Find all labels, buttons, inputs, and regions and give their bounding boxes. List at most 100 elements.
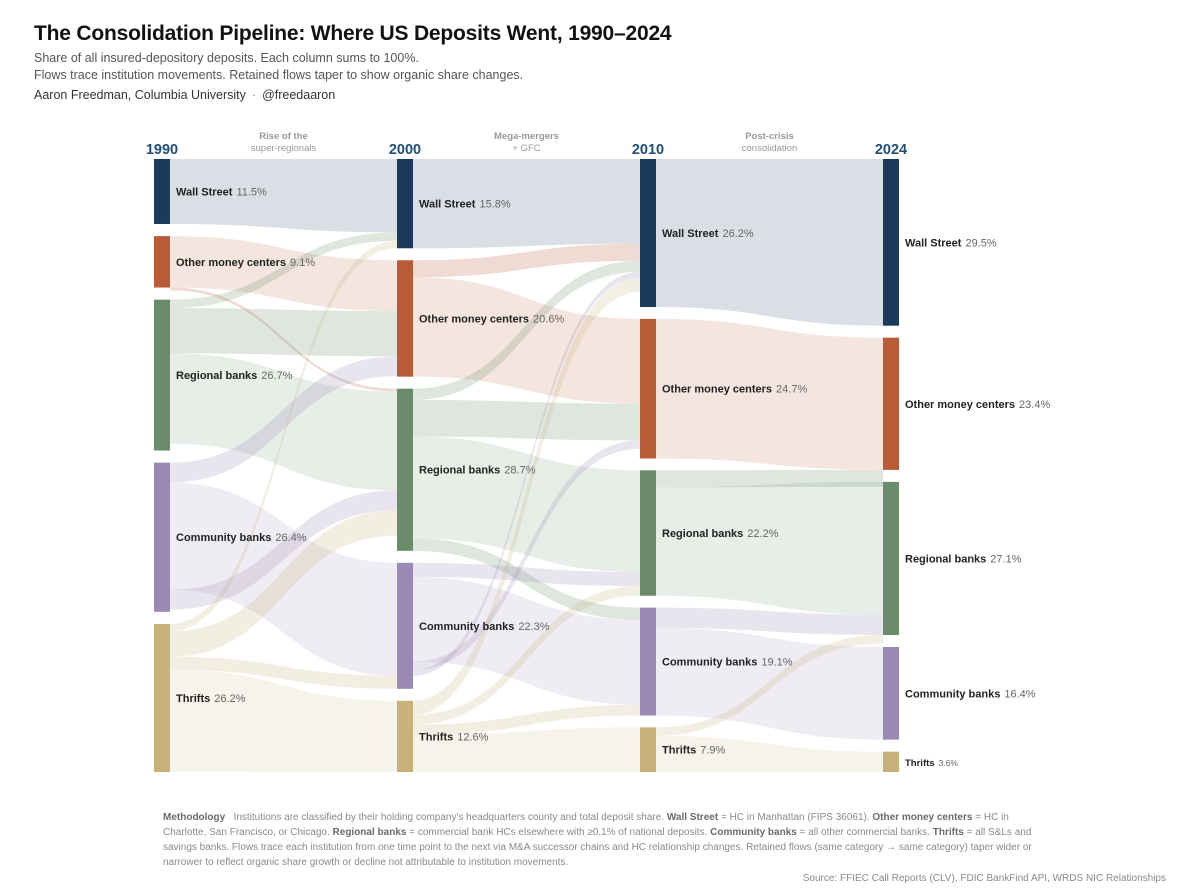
node-label-2024-regional-banks: Regional banks 27.1% [905, 553, 1022, 565]
node-label-value: 24.7% [776, 384, 807, 396]
flow-2000-2010-other-money-centers-to-other-money-centers [413, 277, 640, 404]
thrifts-term: Thrifts [932, 827, 964, 838]
node-label-value: 9.1% [290, 257, 315, 269]
node-label-value: 26.7% [261, 370, 292, 382]
flow-2010-2024-other-money-centers-to-other-money-centers [656, 318, 883, 470]
node-label-value: 7.9% [700, 745, 725, 757]
period-label-1-line-1: Rise of the [259, 131, 308, 142]
community-banks-definition: = all other commercial banks. [799, 827, 930, 838]
flow-1990-2000-regional-banks-to-regional-banks [170, 353, 397, 491]
node-label-1990-other-money-centers: Other money centers 9.1% [176, 257, 315, 269]
node-label-name: Community banks [176, 532, 271, 544]
methodology-text: Institutions are classified by their hol… [233, 812, 665, 823]
node-label-value: 26.4% [275, 532, 306, 544]
other-money-centers-term: Other money centers [872, 812, 973, 823]
flow-1990-2000-community-banks-to-regional-banks [170, 490, 397, 610]
node-2000-community-banks [397, 562, 413, 689]
flow-1990-2000-community-banks-to-other-money-centers [170, 356, 397, 483]
node-label-value: 20.6% [533, 313, 564, 325]
node-label-2000-other-money-centers: Other money centers 20.6% [419, 313, 564, 325]
node-label-name: Other money centers [662, 384, 772, 396]
node-2024-thrifts [883, 751, 899, 772]
period-label-1-line-2: super-regionals [251, 143, 317, 154]
node-2010-wall-street [640, 159, 656, 308]
node-label-name: Regional banks [176, 370, 257, 382]
flow-2000-2010-thrifts-to-regional-banks [413, 586, 640, 725]
node-label-value: 15.8% [479, 199, 510, 211]
flow-1990-2000-community-banks-to-community-banks [170, 482, 397, 676]
node-label-name: Wall Street [662, 228, 719, 240]
node-label-1990-regional-banks: Regional banks 26.7% [176, 370, 293, 382]
node-label-2000-regional-banks: Regional banks 28.7% [419, 465, 536, 477]
column-headers: 1990 2000 2010 2024 Rise of thesuper-regiona… [146, 131, 907, 158]
node-2000-wall-street [397, 159, 413, 249]
flow-2010-2024-community-banks-to-community-banks [656, 627, 883, 740]
sankey-nodes [154, 159, 899, 772]
node-label-2010-wall-street: Wall Street 26.2% [662, 228, 754, 240]
node-label-value: 19.1% [761, 657, 792, 669]
node-label-name: Wall Street [905, 237, 962, 249]
node-label-name: Other money centers [419, 313, 529, 325]
sankey-links [170, 159, 883, 772]
flow-2000-2010-regional-banks-to-wall-street [413, 260, 640, 400]
node-label-name: Regional banks [662, 528, 743, 540]
flow-2000-2010-regional-banks-to-community-banks [413, 538, 640, 621]
node-label-1990-thrifts: Thrifts 26.2% [176, 693, 246, 705]
period-label-2-line-1: Mega-mergers [494, 131, 559, 142]
period-label-2-line-2: + GFC [512, 143, 540, 154]
node-label-value: 16.4% [1004, 688, 1035, 700]
period-label-3-line-1: Post-crisis [745, 131, 794, 142]
wall-street-definition: = HC in Manhattan (FIPS 36061). [720, 812, 870, 823]
flow-2000-2010-community-banks-to-community-banks [413, 576, 640, 705]
node-label-name: Wall Street [176, 186, 233, 198]
node-label-name: Community banks [662, 657, 757, 669]
year-header-2024: 2024 [875, 142, 907, 158]
methodology-heading: Methodology [163, 812, 226, 823]
node-label-name: Regional banks [419, 465, 500, 477]
chart-subtitle-line-2: Flows trace institution movements. Retai… [34, 68, 524, 82]
flow-2000-2010-wall-street-to-wall-street [413, 159, 640, 249]
flow-1990-2000-regional-banks-to-other-money-centers [170, 308, 397, 357]
node-2024-other-money-centers [883, 337, 899, 470]
node-1990-thrifts [154, 623, 170, 772]
year-header-2000: 2000 [389, 142, 421, 158]
flow-1990-2000-thrifts-to-thrifts [170, 669, 397, 772]
author-name: Aaron Freedman, Columbia University [34, 88, 246, 102]
node-label-name: Community banks [905, 688, 1000, 700]
flow-2010-2024-wall-street-to-wall-street [656, 159, 883, 326]
node-label-value: 11.5% [236, 186, 267, 198]
flow-2000-2010-community-banks-to-wall-street [413, 272, 640, 676]
source-note: Source: FFIEC Call Reports (CLV), FDIC B… [802, 873, 1166, 884]
flow-1990-2000-thrifts-to-wall-street [170, 240, 397, 632]
flow-1990-2000-wall-street-to-wall-street [170, 159, 397, 233]
sankey-labels: Wall Street 11.5%Other money centers 9.1%R… [176, 186, 1050, 768]
flow-2000-2010-thrifts-to-wall-street [413, 277, 640, 715]
node-1990-regional-banks [154, 299, 170, 451]
node-label-value: 26.2% [214, 693, 245, 705]
regional-banks-definition: = commercial bank HCs elsewhere with ≥0.… [409, 827, 708, 838]
node-label-name: Wall Street [419, 199, 476, 211]
thrifts-definition: = all S&Ls and savings banks. Flows trac… [163, 827, 1032, 868]
node-2000-other-money-centers [397, 260, 413, 377]
byline-separator: · [251, 88, 257, 102]
node-label-value: 28.7% [504, 465, 535, 477]
flow-2000-2010-other-money-centers-to-wall-street [413, 243, 640, 278]
node-label-1990-wall-street: Wall Street 11.5% [176, 186, 267, 198]
chart-subtitle-line-1: Share of all insured-depository deposits… [34, 51, 419, 65]
node-label-2024-other-money-centers: Other money centers 23.4% [905, 399, 1050, 411]
node-label-2000-thrifts: Thrifts 12.6% [419, 731, 489, 743]
node-label-name: Other money centers [905, 399, 1015, 411]
node-label-name: Thrifts [176, 693, 210, 705]
node-1990-community-banks [154, 462, 170, 612]
node-label-name: Thrifts [662, 745, 696, 757]
node-label-2010-thrifts: Thrifts 7.9% [662, 745, 726, 757]
period-label-3-line-2: consolidation [742, 143, 797, 154]
node-label-value: 22.3% [518, 621, 549, 633]
node-label-1990-community-banks: Community banks 26.4% [176, 532, 307, 544]
node-label-name: Community banks [419, 621, 514, 633]
node-label-2000-wall-street: Wall Street 15.8% [419, 199, 511, 211]
node-2010-thrifts [640, 727, 656, 772]
node-2010-other-money-centers [640, 318, 656, 459]
node-label-name: Thrifts [905, 758, 935, 769]
node-label-name: Thrifts [419, 731, 453, 743]
